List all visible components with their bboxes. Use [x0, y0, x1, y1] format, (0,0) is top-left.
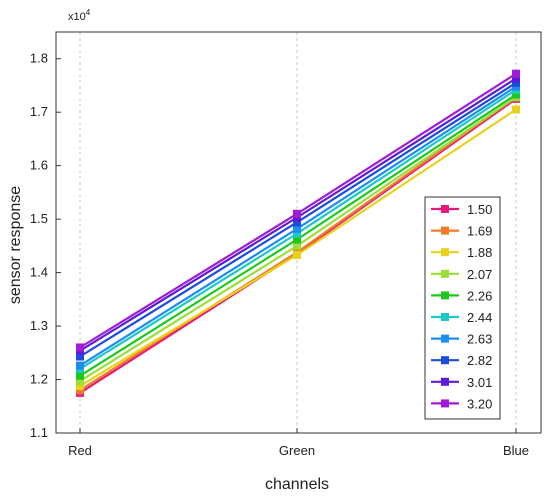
- series-layer: [76, 69, 520, 397]
- y-tick-label: 1.2: [30, 372, 48, 387]
- data-point-3.20-green: [293, 209, 301, 218]
- y-axis-title: sensor response: [7, 186, 24, 304]
- series-1.88: [76, 105, 520, 390]
- data-point-2.63-green: [293, 224, 301, 233]
- series-2.82: [76, 78, 520, 361]
- legend-swatch-marker: [441, 205, 449, 213]
- data-point-2.07-green: [293, 241, 301, 250]
- legend-label: 2.82: [467, 353, 492, 368]
- x-axis-title: channels: [265, 476, 329, 493]
- y-tick-label: 1.7: [30, 104, 48, 119]
- data-point-2.07-red: [76, 377, 84, 386]
- legend-swatch-marker: [441, 313, 449, 321]
- legend-swatch-marker: [441, 291, 449, 300]
- legend-swatch-marker: [441, 334, 449, 343]
- y-scale-multiplier: x104: [68, 8, 91, 23]
- legend-swatch-marker: [441, 399, 449, 408]
- y-tick-label: 1.5: [30, 211, 48, 226]
- data-point-1.88-blue: [512, 105, 520, 114]
- y-tick-label: 1.1: [30, 425, 48, 440]
- legend-swatch-marker: [441, 226, 449, 235]
- legend-item-2.63: 2.63: [431, 332, 492, 347]
- legend-item-2.26: 2.26: [431, 288, 492, 303]
- data-point-2.82-red: [76, 352, 84, 361]
- series-2.26: [76, 90, 520, 380]
- legend-label: 3.01: [467, 375, 492, 390]
- legend-label: 2.63: [467, 332, 492, 347]
- legend-item-1.69: 1.69: [431, 224, 492, 239]
- data-point-2.82-blue: [512, 78, 520, 87]
- legend-item-1.50: 1.50: [431, 202, 492, 217]
- data-point-2.44-green: [293, 229, 301, 238]
- plot-area-frame: [55, 31, 542, 434]
- legend-swatch-marker: [441, 269, 449, 278]
- data-point-1.69-red: [76, 386, 84, 395]
- legend-item-2.07: 2.07: [431, 267, 492, 282]
- legend-swatch-marker: [441, 356, 449, 365]
- y-tick-label: 1.6: [30, 158, 48, 173]
- data-point-1.88-red: [76, 381, 84, 390]
- legend-label: 2.44: [467, 310, 492, 325]
- x-tick-label-blue: Blue: [503, 443, 529, 458]
- x-tick-label-red: Red: [68, 443, 92, 458]
- legend-label: 1.88: [467, 245, 492, 260]
- y-axis: 1.1 1.2 1.3 1.4 1.5 1.6 1.7 1.8: [30, 51, 61, 440]
- series-3.20: [76, 69, 520, 352]
- data-point-2.63-red: [76, 361, 84, 370]
- legend-item-2.82: 2.82: [431, 353, 492, 368]
- legend-item-3.20: 3.20: [431, 396, 492, 411]
- y-tick-label: 1.8: [30, 51, 48, 66]
- data-point-2.82-green: [293, 218, 301, 227]
- data-point-1.88-green: [293, 250, 301, 259]
- legend-item-3.01: 3.01: [431, 375, 492, 390]
- legend-label: 2.07: [467, 267, 492, 282]
- legend-label: 2.26: [467, 288, 492, 303]
- data-point-2.26-red: [76, 371, 84, 380]
- legend-label: 3.20: [467, 396, 492, 411]
- legend: 1.50 1.69 1.88 2.07 2.26 2.44 2.63 2.82 3.01 3.20: [424, 196, 501, 420]
- data-point-2.26-green: [293, 235, 301, 244]
- legend-swatch-marker: [441, 248, 449, 257]
- legend-item-2.44: 2.44: [431, 310, 492, 325]
- legend-label: 1.50: [467, 202, 492, 217]
- x-tick-label-green: Green: [279, 443, 315, 458]
- legend-item-1.88: 1.88: [431, 245, 492, 260]
- data-point-3.20-red: [76, 343, 84, 352]
- data-point-2.26-blue: [512, 90, 520, 99]
- data-point-3.20-blue: [512, 69, 520, 78]
- legend-label: 1.69: [467, 224, 492, 239]
- y-tick-label: 1.3: [30, 318, 48, 333]
- legend-swatch-marker: [441, 377, 449, 386]
- data-point-3.01-blue: [512, 74, 520, 83]
- y-tick-label: 1.4: [30, 265, 48, 280]
- x-axis: Red Green Blue: [68, 428, 529, 458]
